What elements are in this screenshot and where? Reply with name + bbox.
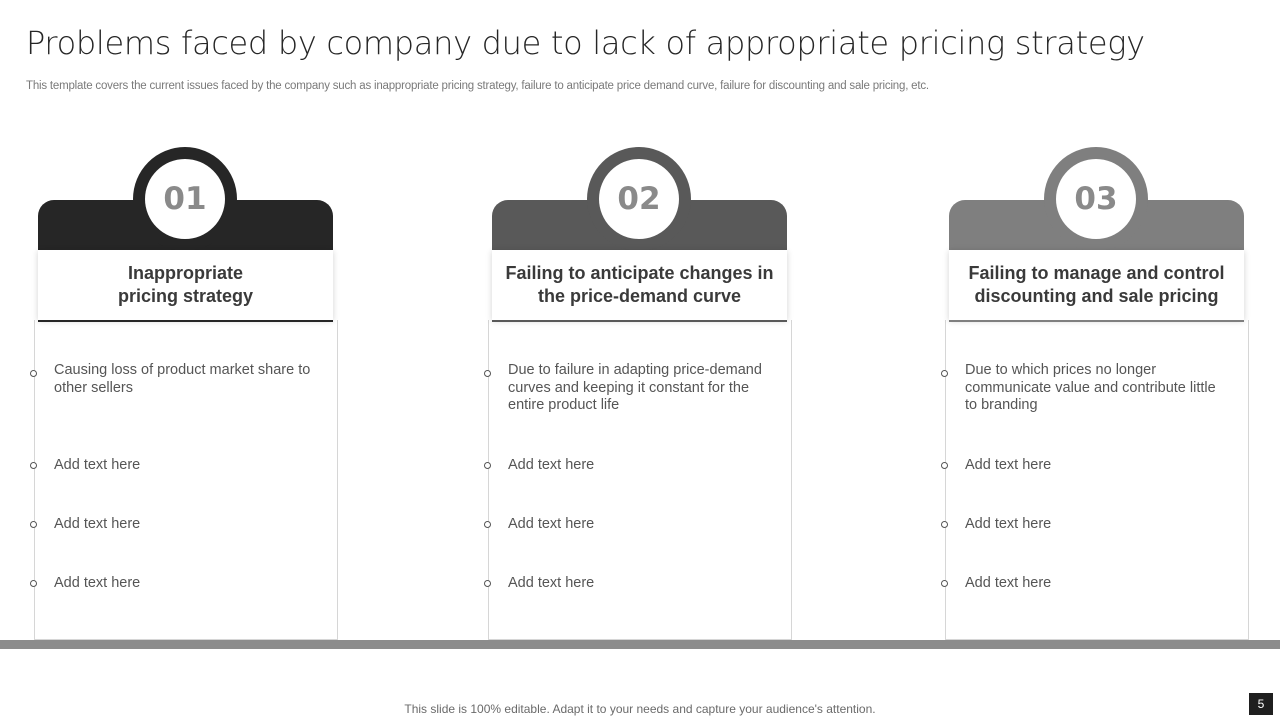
bullet-icon: [30, 462, 37, 469]
bullet-text: Due to which prices no longer communicat…: [965, 362, 1216, 413]
bullet-text: Add text here: [965, 457, 1052, 473]
bullet-text: Add text here: [54, 457, 141, 473]
card-number: 01: [145, 159, 225, 239]
bullet-text: Add text here: [54, 516, 141, 532]
bullet-text: Add text here: [508, 516, 595, 532]
problem-card-3: 03 Failing to manage and control discoun…: [941, 140, 1255, 640]
bullet-icon: [484, 462, 491, 469]
bullet-text: Add text here: [965, 575, 1052, 591]
slide-subtitle: This template covers the current issues …: [26, 80, 929, 92]
page-number: 5: [1249, 693, 1273, 715]
footer-note: This slide is 100% editable. Adapt it to…: [404, 702, 876, 716]
bullet-icon: [941, 370, 948, 377]
bullet-text: Add text here: [508, 457, 595, 473]
bullet-text: Add text here: [965, 516, 1052, 532]
bullet-icon: [484, 370, 491, 377]
bullet-text: Add text here: [54, 575, 141, 591]
bullet-icon: [484, 521, 491, 528]
card-frame: [34, 320, 338, 640]
bottom-divider-bar: [0, 640, 1280, 649]
heading-underline: [492, 320, 787, 322]
bullet-icon: [941, 521, 948, 528]
bullet-icon: [941, 462, 948, 469]
problem-card-1: 01 Inappropriate pricing strategy Causin…: [30, 140, 344, 640]
bullet-icon: [941, 580, 948, 587]
bullet-icon: [30, 370, 37, 377]
bullet-icon: [30, 580, 37, 587]
bullet-text: Due to failure in adapting price-demand …: [508, 362, 762, 413]
card-number: 03: [1056, 159, 1136, 239]
heading-underline: [949, 320, 1244, 322]
slide-title: Problems faced by company due to lack of…: [26, 24, 1145, 62]
bullet-text: Add text here: [508, 575, 595, 591]
problem-card-2: 02 Failing to anticipate changes in the …: [484, 140, 798, 640]
card-number: 02: [599, 159, 679, 239]
card-frame: [945, 320, 1249, 640]
heading-underline: [38, 320, 333, 322]
card-heading: Inappropriate pricing strategy: [38, 250, 333, 320]
card-frame: [488, 320, 792, 640]
bullet-icon: [30, 521, 37, 528]
bullet-icon: [484, 580, 491, 587]
card-heading: Failing to manage and control discountin…: [949, 250, 1244, 320]
bullet-text: Causing loss of product market share to …: [54, 362, 311, 396]
card-heading: Failing to anticipate changes in the pri…: [492, 250, 787, 320]
